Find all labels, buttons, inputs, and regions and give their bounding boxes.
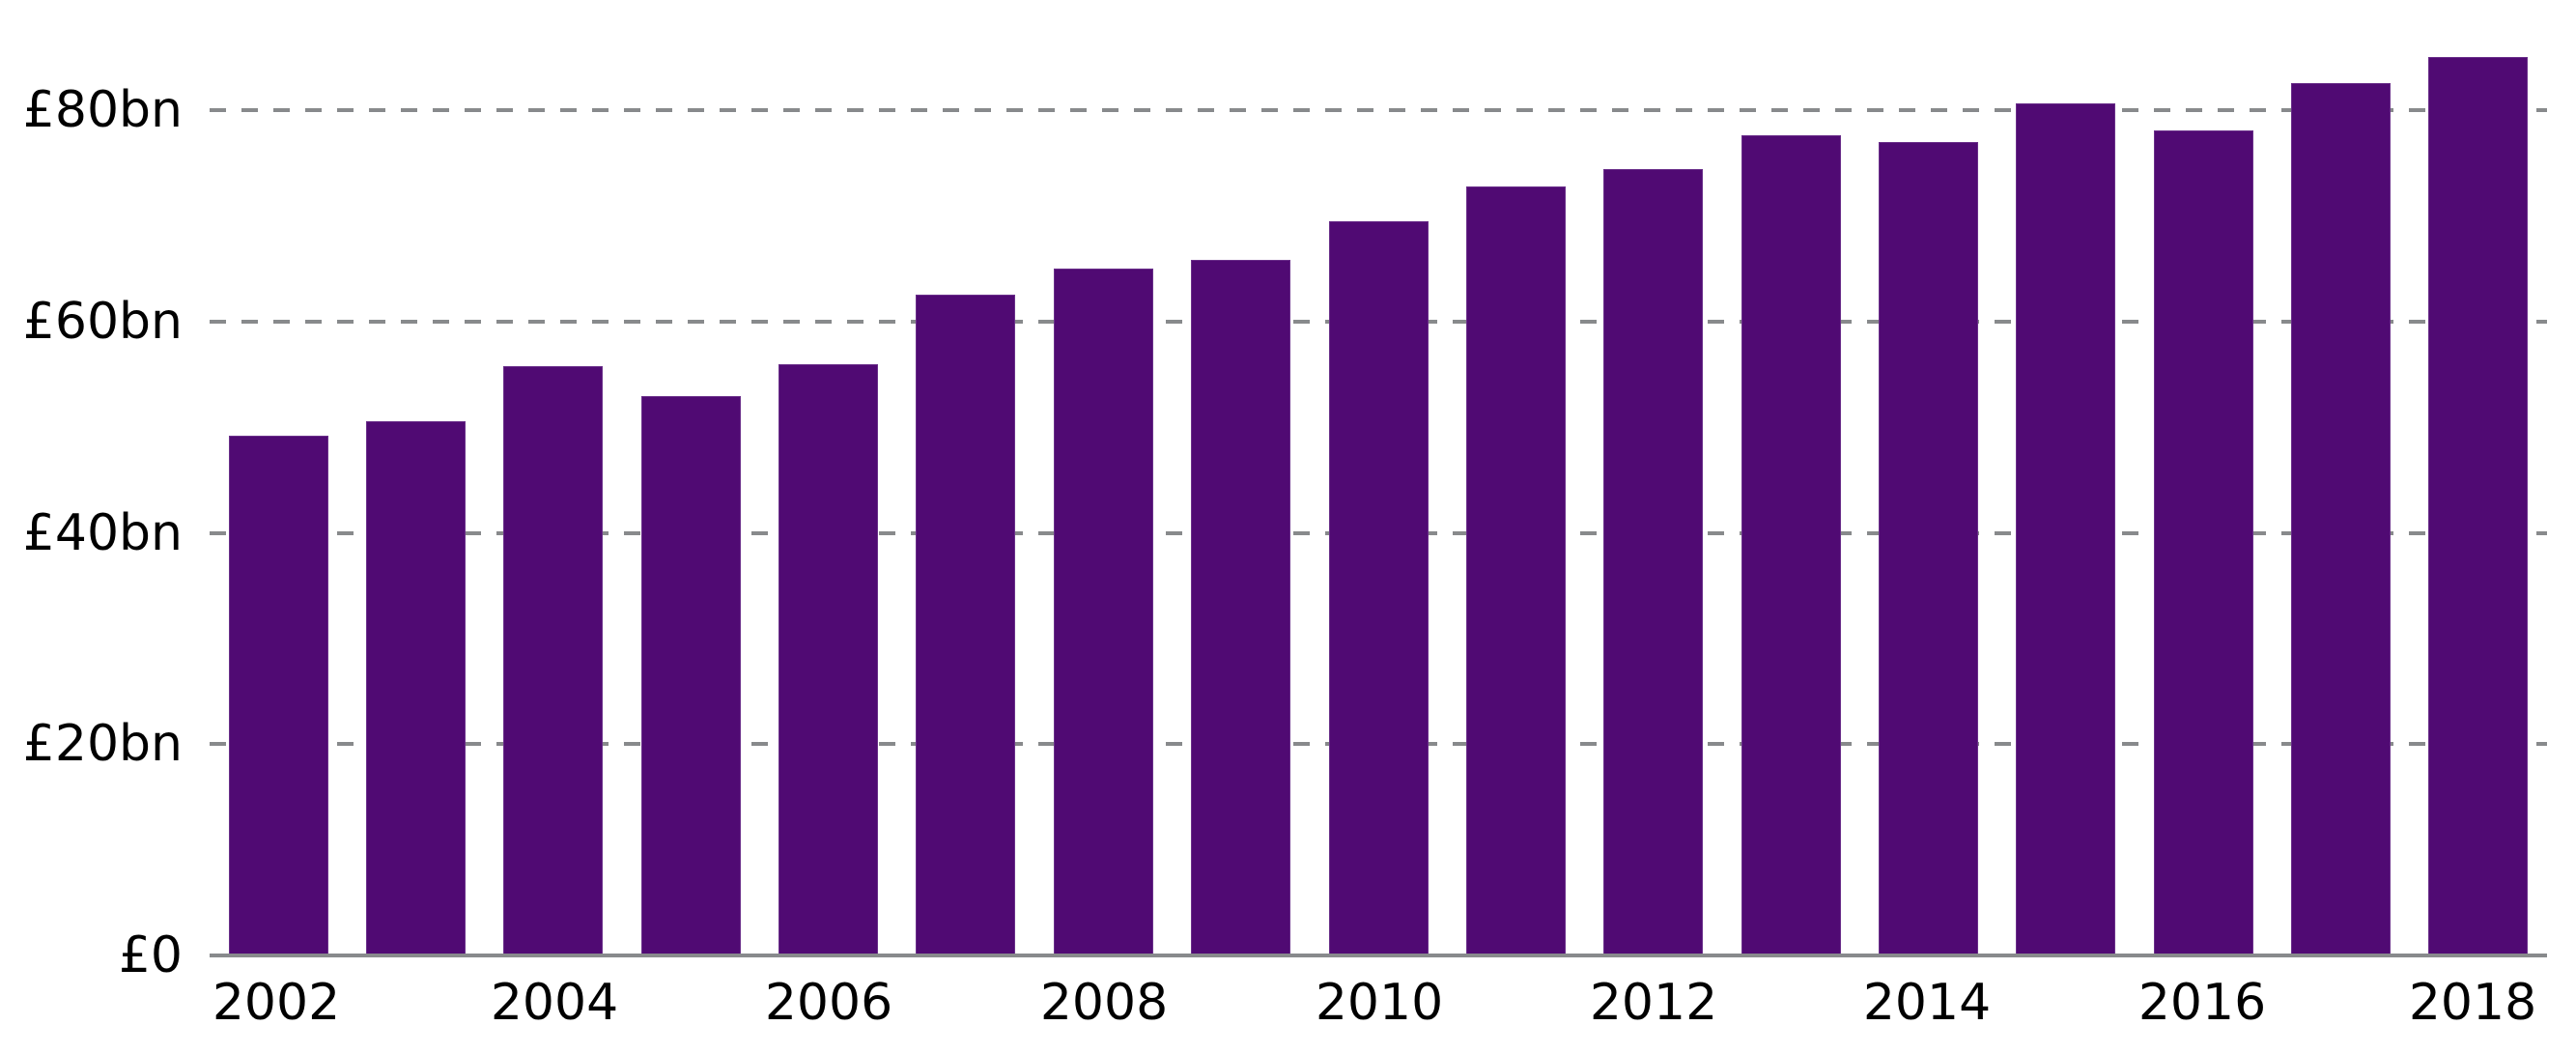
x-tick-label-2002: 2002 (212, 974, 341, 1032)
bar-2002 (228, 435, 328, 955)
y-tick-label-40bn: £40bn (22, 504, 183, 562)
gridline-80bn (210, 108, 2547, 112)
x-tick-label-2012: 2012 (1589, 974, 1718, 1032)
x-tick-label-2018: 2018 (2408, 974, 2537, 1032)
y-tick-label-0: £0 (118, 926, 183, 984)
x-tick-label-2016: 2016 (2137, 974, 2267, 1032)
bar-2018 (2428, 57, 2529, 955)
bar-2014 (1878, 141, 1978, 955)
bar-2016 (2153, 129, 2253, 955)
bar-2007 (916, 295, 1016, 955)
x-tick-label-2014: 2014 (1862, 974, 1992, 1032)
bar-2005 (640, 396, 741, 955)
bar-2012 (1603, 169, 1704, 955)
y-tick-label-60bn: £60bn (22, 293, 183, 351)
bar-2017 (2290, 82, 2391, 955)
x-axis-line (210, 954, 2547, 957)
bar-2006 (778, 363, 879, 955)
x-tick-label-2008: 2008 (1039, 974, 1169, 1032)
bar-2011 (1465, 185, 1566, 955)
bar-2010 (1328, 220, 1429, 955)
x-tick-label-2004: 2004 (490, 974, 619, 1032)
x-tick-label-2010: 2010 (1315, 974, 1444, 1032)
bar-2009 (1191, 260, 1291, 955)
bar-2004 (503, 365, 604, 955)
bar-2008 (1053, 269, 1153, 955)
bar-2015 (2016, 103, 2116, 955)
x-tick-label-2006: 2006 (764, 974, 893, 1032)
bar-2003 (366, 420, 467, 955)
y-tick-label-20bn: £20bn (22, 715, 183, 773)
bar-2013 (1741, 135, 1841, 955)
y-tick-label-80bn: £80bn (22, 81, 183, 139)
